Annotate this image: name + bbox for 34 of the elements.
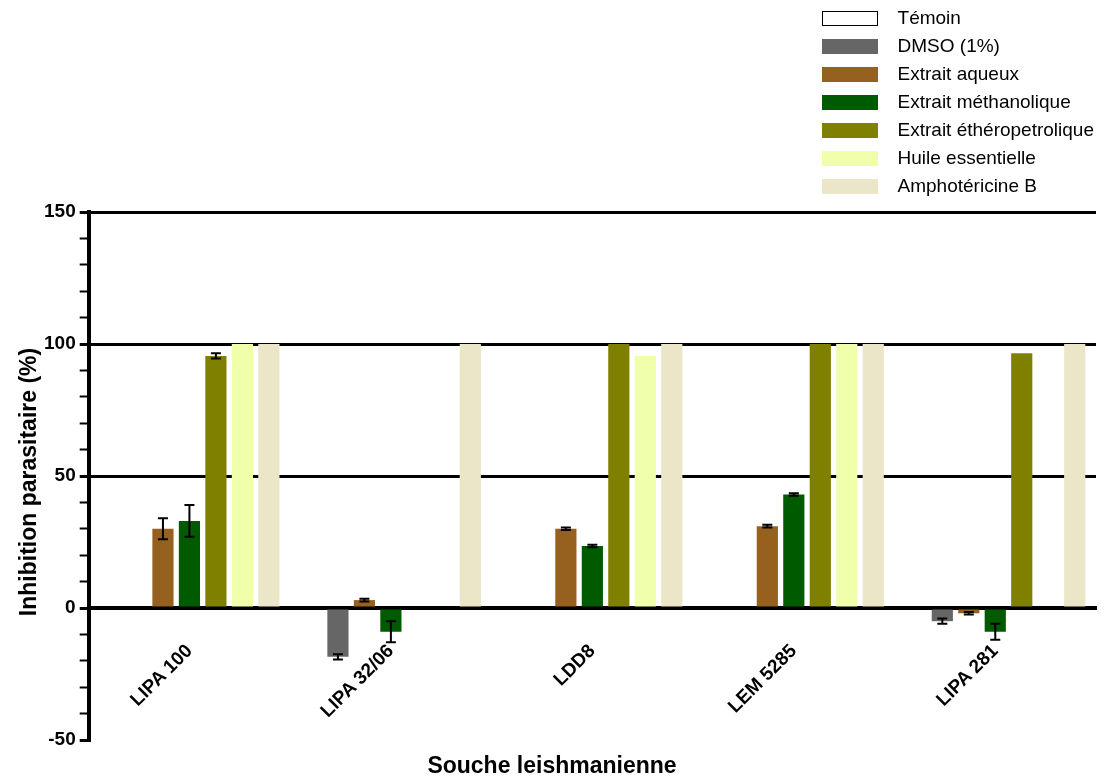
bar: [809, 344, 831, 607]
legend-label: Extrait éthéropetrolique: [897, 118, 1094, 142]
y-tick-label: 50: [54, 464, 76, 486]
bar: [984, 609, 1006, 632]
bar: [205, 355, 227, 607]
legend-label: Amphotéricine B: [897, 174, 1037, 198]
legend-label: Extrait méthanolique: [897, 90, 1071, 114]
bar: [862, 344, 884, 607]
bar: [756, 526, 778, 607]
legend-label: DMSO (1%): [897, 34, 1000, 58]
bar: [783, 494, 805, 607]
y-axis-title: Inhibition parasitaire (%): [14, 347, 42, 617]
y-tick-label: 0: [65, 596, 76, 618]
bar: [608, 344, 630, 607]
y-tick-label: 150: [44, 200, 76, 222]
bar: [1064, 344, 1086, 607]
legend-label: Huile essentielle: [897, 146, 1036, 170]
bar: [836, 344, 858, 607]
bar: [581, 545, 603, 607]
bar: [459, 344, 481, 607]
bar: [258, 344, 280, 607]
bar: [327, 609, 349, 657]
bar: [1011, 353, 1033, 607]
bar: [661, 344, 683, 607]
x-axis-title: Souche leishmanienne: [426, 752, 678, 779]
bar: [231, 344, 253, 607]
legend-label: Témoin: [897, 6, 961, 30]
bar: [555, 528, 577, 607]
bar: [634, 355, 656, 607]
y-tick-label: 100: [44, 332, 76, 354]
bar: [152, 528, 174, 607]
legend-label: Extrait aqueux: [897, 62, 1020, 86]
bar: [178, 520, 201, 607]
y-tick-label: -50: [48, 728, 76, 750]
